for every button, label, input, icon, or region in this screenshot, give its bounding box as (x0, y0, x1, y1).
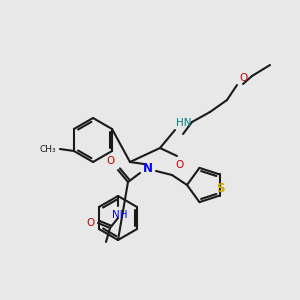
Text: N: N (143, 161, 153, 175)
Text: S: S (216, 182, 225, 195)
Text: NH: NH (112, 210, 128, 220)
Text: O: O (175, 160, 183, 170)
Text: HN: HN (176, 118, 191, 128)
Text: O: O (87, 218, 95, 228)
Text: O: O (239, 73, 247, 83)
Text: O: O (107, 156, 115, 166)
Text: CH₃: CH₃ (39, 145, 56, 154)
